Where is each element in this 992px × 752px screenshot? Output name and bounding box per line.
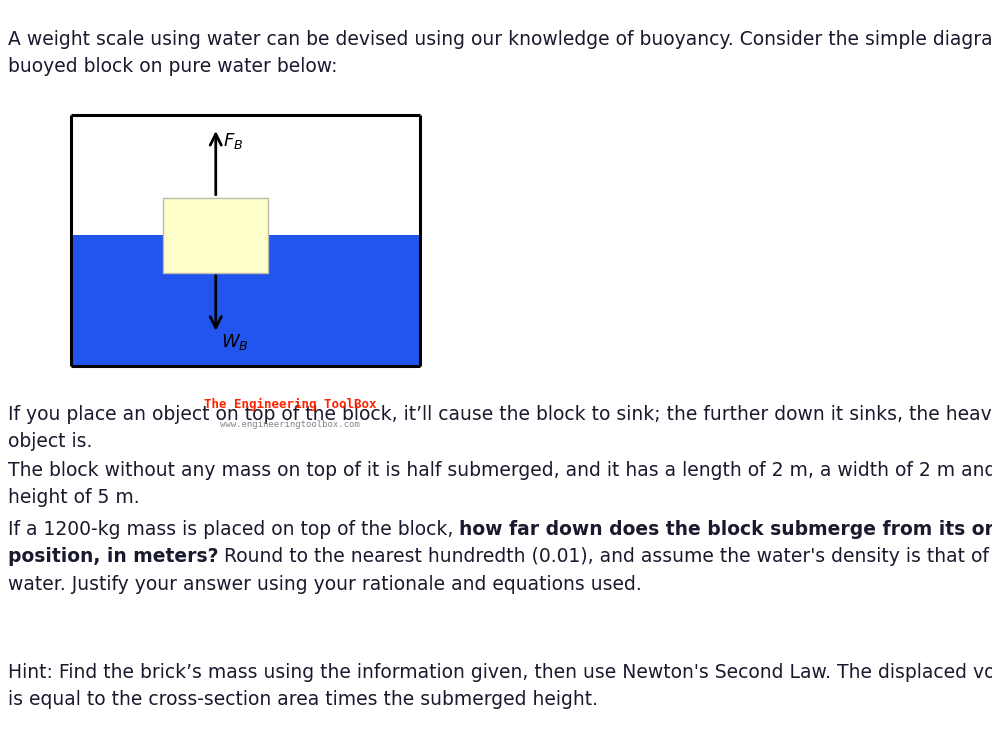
Text: height of 5 m.: height of 5 m. bbox=[8, 488, 140, 507]
Text: If you place an object on top of the block, it’ll cause the block to sink; the f: If you place an object on top of the blo… bbox=[8, 405, 992, 423]
Text: object is.: object is. bbox=[8, 432, 92, 450]
Bar bbox=[164, 198, 268, 273]
Text: A weight scale using water can be devised using our knowledge of buoyancy. Consi: A weight scale using water can be devise… bbox=[8, 30, 992, 49]
Text: is equal to the cross-section area times the submerged height.: is equal to the cross-section area times… bbox=[8, 690, 598, 709]
Text: The Engineering ToolBox: The Engineering ToolBox bbox=[204, 398, 376, 411]
Text: water. Justify your answer using your rationale and equations used.: water. Justify your answer using your ra… bbox=[8, 575, 642, 593]
Text: position, in meters?: position, in meters? bbox=[8, 547, 218, 566]
Text: buoyed block on pure water below:: buoyed block on pure water below: bbox=[8, 57, 337, 76]
Text: www.engineeringtoolbox.com: www.engineeringtoolbox.com bbox=[220, 420, 360, 429]
Text: Round to the nearest hundredth (0.01), and assume the water's density is that of: Round to the nearest hundredth (0.01), a… bbox=[218, 547, 992, 566]
Text: Hint: Find the brick’s mass using the information given, then use Newton's Secon: Hint: Find the brick’s mass using the in… bbox=[8, 663, 992, 682]
Text: $\mathit{W}_{\mathit{B}}$: $\mathit{W}_{\mathit{B}}$ bbox=[221, 332, 249, 353]
Bar bbox=[70, 235, 421, 365]
Text: how far down does the block submerge from its original: how far down does the block submerge fro… bbox=[459, 520, 992, 539]
Text: $\mathit{F}_{\mathit{B}}$: $\mathit{F}_{\mathit{B}}$ bbox=[223, 131, 243, 151]
Text: If a 1200-kg mass is placed on top of the block,: If a 1200-kg mass is placed on top of th… bbox=[8, 520, 459, 539]
Text: The block without any mass on top of it is half submerged, and it has a length o: The block without any mass on top of it … bbox=[8, 461, 992, 480]
